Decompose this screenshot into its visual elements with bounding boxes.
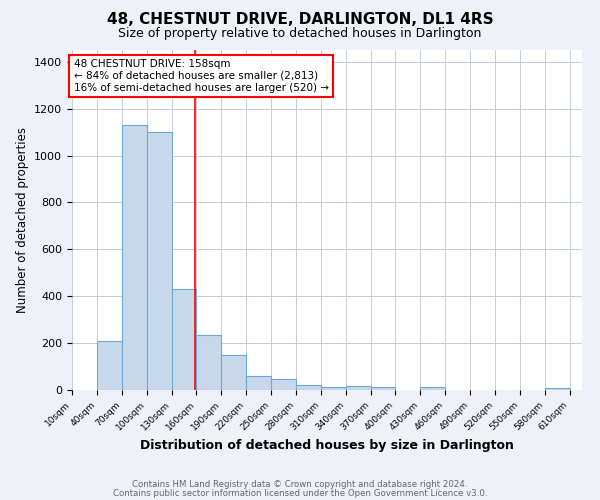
Text: Size of property relative to detached houses in Darlington: Size of property relative to detached ho… bbox=[118, 28, 482, 40]
Bar bbox=[296, 385, 321, 390]
Bar bbox=[545, 388, 569, 390]
Bar bbox=[246, 376, 271, 390]
Bar bbox=[172, 289, 196, 390]
Bar bbox=[346, 386, 371, 390]
Text: Contains HM Land Registry data © Crown copyright and database right 2024.: Contains HM Land Registry data © Crown c… bbox=[132, 480, 468, 489]
Bar bbox=[371, 387, 395, 390]
Text: 48, CHESTNUT DRIVE, DARLINGTON, DL1 4RS: 48, CHESTNUT DRIVE, DARLINGTON, DL1 4RS bbox=[107, 12, 493, 28]
Bar bbox=[221, 356, 246, 390]
Bar bbox=[196, 335, 221, 390]
Y-axis label: Number of detached properties: Number of detached properties bbox=[16, 127, 29, 313]
Bar bbox=[420, 387, 445, 390]
Bar bbox=[321, 387, 346, 390]
Bar bbox=[122, 125, 146, 390]
Text: Contains public sector information licensed under the Open Government Licence v3: Contains public sector information licen… bbox=[113, 489, 487, 498]
Text: 48 CHESTNUT DRIVE: 158sqm
← 84% of detached houses are smaller (2,813)
16% of se: 48 CHESTNUT DRIVE: 158sqm ← 84% of detac… bbox=[74, 60, 329, 92]
Bar bbox=[271, 380, 296, 390]
X-axis label: Distribution of detached houses by size in Darlington: Distribution of detached houses by size … bbox=[140, 439, 514, 452]
Bar bbox=[146, 132, 172, 390]
Bar bbox=[97, 341, 122, 390]
